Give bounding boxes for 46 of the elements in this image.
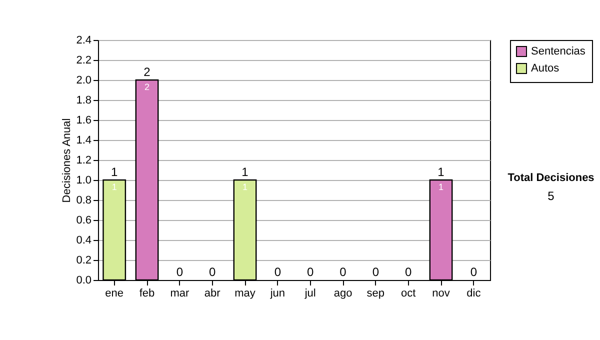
total-label: 0 (340, 265, 347, 279)
y-tick-label: 2.2 (76, 54, 92, 66)
legend-label: Sentencias (531, 46, 586, 58)
x-tick-label: oct (400, 288, 416, 300)
total-label: 0 (470, 265, 478, 279)
x-tick-label: may (234, 288, 256, 300)
total-label: 2 (144, 65, 151, 79)
y-tick-label: 0.0 (76, 274, 92, 286)
y-tick-label: 1.8 (76, 94, 92, 106)
total-label: 0 (176, 265, 184, 279)
y-tick-label: 0.2 (76, 254, 92, 266)
x-tick-label: abr (204, 288, 221, 300)
y-tick-label: 1.0 (76, 174, 92, 186)
total-label: 0 (404, 265, 412, 279)
y-tick-label: 2.4 (76, 34, 92, 46)
x-tick-label: nov (432, 288, 450, 300)
data-label: 1 (112, 182, 117, 192)
legend-label: Autos (531, 62, 560, 74)
x-tick-label: jul (304, 288, 316, 300)
text: Total Decisiones (508, 172, 594, 184)
x-tick-label: sep (366, 288, 385, 300)
total-label: 0 (208, 265, 216, 279)
x-tick-label: feb (139, 288, 155, 300)
total-label: 0 (306, 265, 314, 279)
data-label: 1 (242, 182, 248, 192)
total-label: 1 (110, 165, 118, 179)
data-label: 2 (144, 82, 150, 92)
data-label: 1 (438, 182, 444, 192)
y-tick-label: 1.6 (76, 114, 92, 126)
y-tick-label: 2.0 (76, 74, 92, 86)
y-tick-label: 0.4 (76, 234, 92, 246)
text: 5 (548, 189, 555, 203)
x-tick-label: ene (105, 288, 124, 300)
total-label: 0 (372, 265, 380, 279)
y-tick-label: 1.2 (76, 154, 92, 166)
y-tick-label: 1.4 (76, 134, 92, 146)
total-label: 1 (438, 165, 445, 179)
x-tick-label: jun (269, 288, 286, 300)
y-tick-label: 0.6 (76, 214, 92, 226)
x-tick-label: mar (170, 288, 190, 300)
x-tick-label: ago (334, 288, 352, 300)
total-label: 0 (274, 265, 282, 279)
total-label: 1 (242, 165, 249, 179)
y-axis-title: Decisiones Anual (61, 118, 74, 203)
x-tick-label: dic (466, 288, 482, 300)
y-tick-label: 0.8 (76, 194, 92, 206)
